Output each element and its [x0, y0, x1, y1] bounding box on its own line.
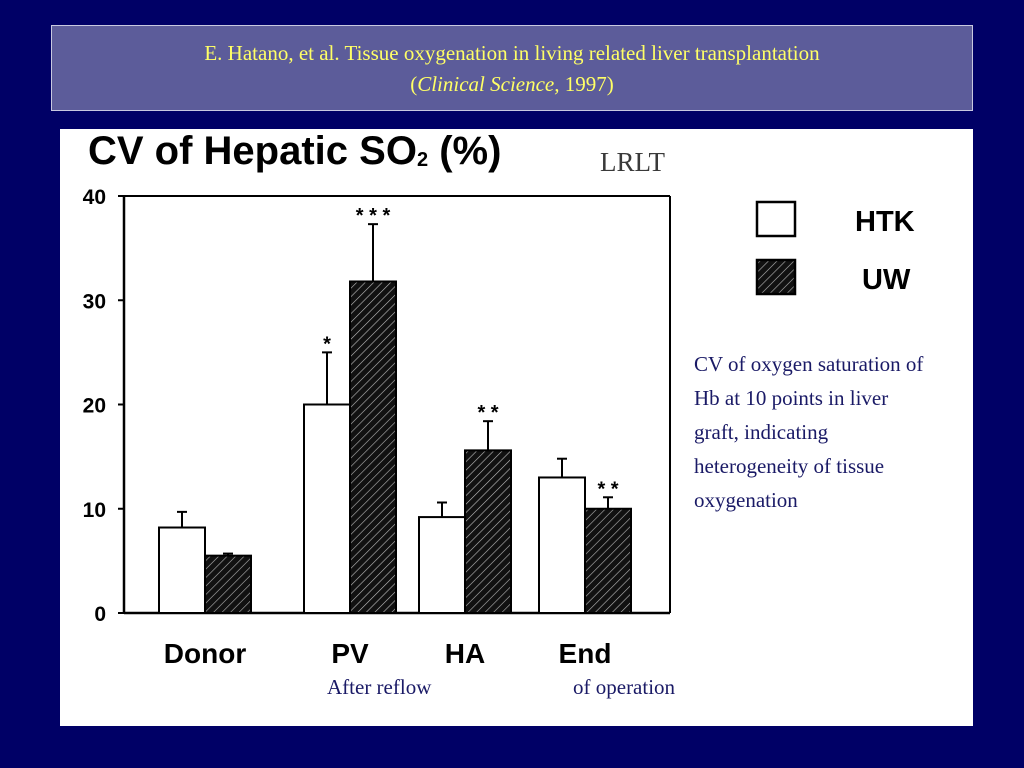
citation-open-paren: (: [410, 72, 418, 96]
bar-htk-pv: [303, 403, 351, 614]
significance-marker: * * *: [356, 205, 391, 227]
chart-title-main: CV of Hepatic SO: [88, 129, 417, 173]
chart-title: CV of Hepatic SO2 (%): [88, 129, 501, 174]
bar-htk-ha: [418, 516, 466, 614]
bar-uw-end: [584, 507, 632, 614]
chart-subtitle: LRLT: [600, 147, 666, 177]
y-tick-label: 40: [83, 186, 106, 209]
citation-line-1: E. Hatano, et al. Tissue oxygenation in …: [204, 41, 820, 65]
bar-chart: 0 10 20 30 40 Donor PV HA End * * * * * * * * HTK UW: [83, 186, 915, 669]
citation-year: 1997): [559, 72, 614, 96]
bar-uw-ha: [464, 449, 512, 614]
chart-legend: HTK UW: [755, 200, 915, 296]
bar-htk-end: [538, 476, 586, 614]
citation-header: E. Hatano, et al. Tissue oxygenation in …: [51, 25, 973, 111]
y-tick-label: 30: [83, 290, 106, 313]
citation-journal: Clinical Science,: [417, 72, 560, 96]
significance-marker: *: [323, 333, 331, 355]
significance-marker: * *: [597, 478, 618, 500]
y-tick-label: 20: [83, 395, 106, 418]
chart-title-tail: (%): [428, 129, 502, 173]
category-label-end: End: [559, 638, 612, 669]
bar-uw-donor: [204, 554, 252, 615]
legend-swatch-htk: [755, 200, 797, 238]
bar-htk-donor: [158, 526, 206, 615]
category-label-pv: PV: [331, 638, 369, 669]
caption-of-operation: of operation: [573, 675, 676, 699]
significance-marker: * *: [477, 402, 498, 424]
bar-uw-pv: [349, 280, 397, 615]
citation-line-2: (Clinical Science, 1997): [52, 69, 972, 100]
y-tick-label: 10: [83, 499, 106, 522]
legend-label-uw: UW: [862, 264, 911, 296]
figure-panel: CV of Hepatic SO2 (%) LRLT 0 10 20 30 40 Don…: [60, 129, 973, 726]
figure-note: CV of oxygen saturation of Hb at 10 poin…: [694, 352, 924, 512]
y-tick-label: 0: [94, 603, 106, 626]
caption-after-reflow: After reflow: [327, 675, 432, 699]
chart-title-subscript: 2: [416, 149, 429, 171]
legend-swatch-uw: [755, 258, 797, 296]
chart-bars: Donor PV HA End * * * * * * * *: [158, 205, 632, 669]
legend-label-htk: HTK: [855, 206, 915, 238]
category-label-donor: Donor: [164, 638, 247, 669]
category-label-ha: HA: [445, 638, 485, 669]
